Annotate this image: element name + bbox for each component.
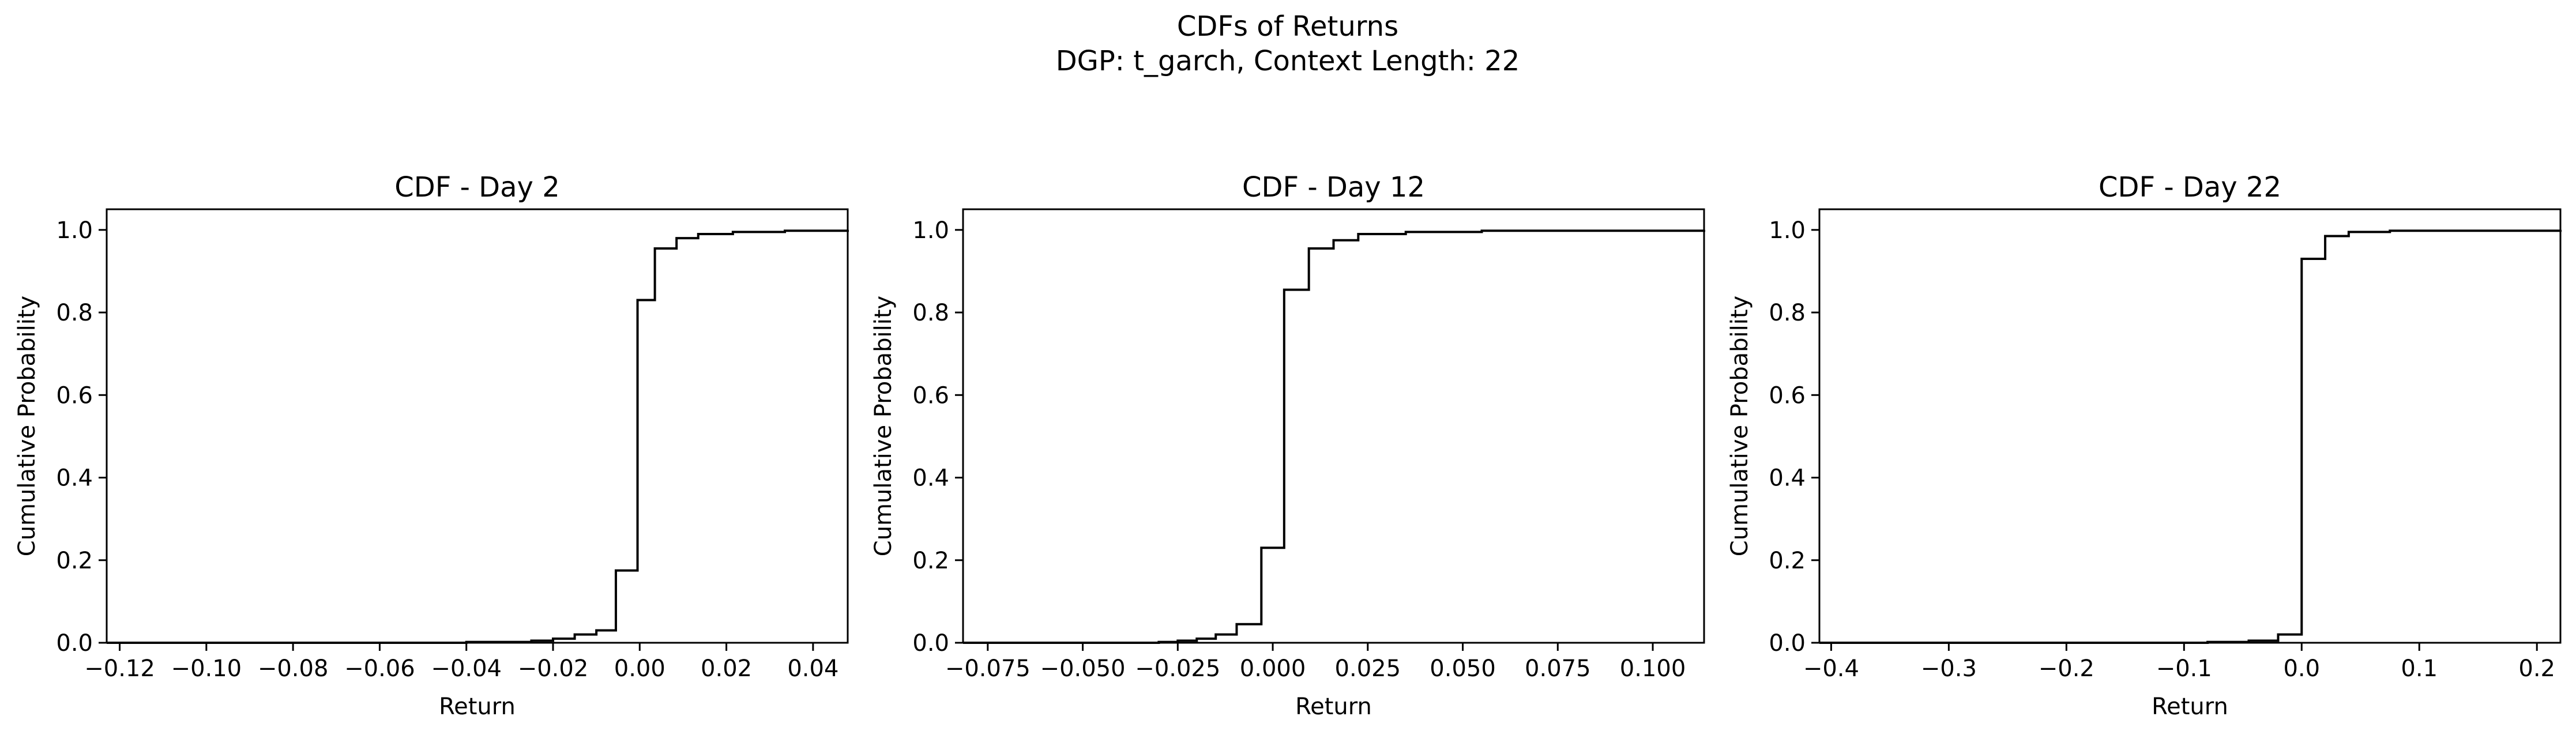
- y-tick-label: 0.0: [56, 630, 93, 657]
- y-tick-label: 1.0: [1769, 217, 1806, 244]
- x-tick-label: −0.10: [171, 655, 242, 682]
- x-tick-label: 0.025: [1335, 655, 1401, 682]
- x-tick-label: 0.100: [1620, 655, 1686, 682]
- figure-title: CDFs of Returns: [1177, 10, 1398, 43]
- y-tick-label: 0.2: [912, 548, 949, 574]
- x-tick-label: 0.000: [1240, 655, 1306, 682]
- y-axis-label: Cumulative Probability: [1727, 296, 1753, 556]
- cdf-step-line: [963, 229, 1705, 644]
- y-tick-label: 0.2: [1769, 548, 1806, 574]
- subplot-2: −0.075 −0.050 −0.025 0.000 0.025 0.050 0.075 0.…: [870, 171, 1705, 720]
- x-tick-label: 0.1: [2401, 655, 2438, 682]
- x-tick-label: −0.050: [1040, 655, 1126, 682]
- x-tick-label: 0.0: [2283, 655, 2320, 682]
- y-tick-label: 0.0: [912, 630, 949, 657]
- x-tick-label: −0.06: [344, 655, 415, 682]
- x-tick-label: −0.2: [2039, 655, 2094, 682]
- x-tick-label: 0.075: [1525, 655, 1591, 682]
- y-tick-label: 0.4: [912, 465, 949, 492]
- y-tick-label: 0.8: [912, 300, 949, 326]
- x-axis-label: Return: [439, 693, 516, 720]
- x-tick-label: −0.3: [1921, 655, 1977, 682]
- y-axis-label: Cumulative Probability: [14, 296, 40, 556]
- y-tick-label: 0.4: [56, 465, 93, 492]
- x-tick-label: −0.04: [431, 655, 502, 682]
- subplot-1: −0.12 −0.10 −0.08 −0.06 −0.04 −0.02 0.00 0.02 0.…: [14, 171, 849, 720]
- x-tick-label: −0.08: [258, 655, 329, 682]
- y-tick-label: 1.0: [56, 217, 93, 244]
- axes-frame: [962, 208, 1705, 644]
- y-tick-label: 0.4: [1769, 465, 1806, 492]
- x-tick-label: 0.050: [1430, 655, 1496, 682]
- y-axis-label: Cumulative Probability: [870, 296, 897, 556]
- x-tick-label: −0.1: [2156, 655, 2212, 682]
- x-tick-label: −0.025: [1135, 655, 1220, 682]
- x-tick-label: 0.00: [614, 655, 665, 682]
- y-tick-label: 0.8: [1769, 300, 1806, 326]
- x-tick-label: −0.02: [518, 655, 589, 682]
- x-tick-label: 0.2: [2518, 655, 2555, 682]
- y-tick-label: 0.8: [56, 300, 93, 326]
- x-tick-label: −0.4: [1803, 655, 1859, 682]
- x-tick-label: 0.02: [701, 655, 752, 682]
- subplot-title: CDF - Day 22: [2099, 171, 2281, 203]
- subplot-panels: −0.12 −0.10 −0.08 −0.06 −0.04 −0.02 0.00 0.02 0.…: [14, 171, 2562, 720]
- y-tick-label: 1.0: [912, 217, 949, 244]
- x-tick-label: −0.075: [945, 655, 1031, 682]
- x-axis-label: Return: [1295, 693, 1372, 720]
- y-tick-label: 0.6: [912, 382, 949, 409]
- axes-frame: [1818, 208, 2562, 644]
- subplot-3: −0.4 −0.3 −0.2 −0.1 0.0 0.1 0.2 0.0 0.2 0.4 0.6 0.8…: [1727, 171, 2562, 720]
- x-axis-label: Return: [2152, 693, 2228, 720]
- y-tick-label: 0.2: [56, 548, 93, 574]
- y-tick-label: 0.6: [56, 382, 93, 409]
- cdf-step-line: [107, 229, 849, 644]
- axes-frame: [106, 208, 849, 644]
- x-tick-label: −0.12: [84, 655, 155, 682]
- subplot-title: CDF - Day 2: [394, 171, 560, 203]
- y-tick-label: 0.0: [1769, 630, 1806, 657]
- y-tick-label: 0.6: [1769, 382, 1806, 409]
- x-tick-label: 0.04: [787, 655, 838, 682]
- figure-subtitle: DGP: t_garch, Context Length: 22: [1056, 45, 1520, 77]
- subplot-title: CDF - Day 12: [1242, 171, 1425, 203]
